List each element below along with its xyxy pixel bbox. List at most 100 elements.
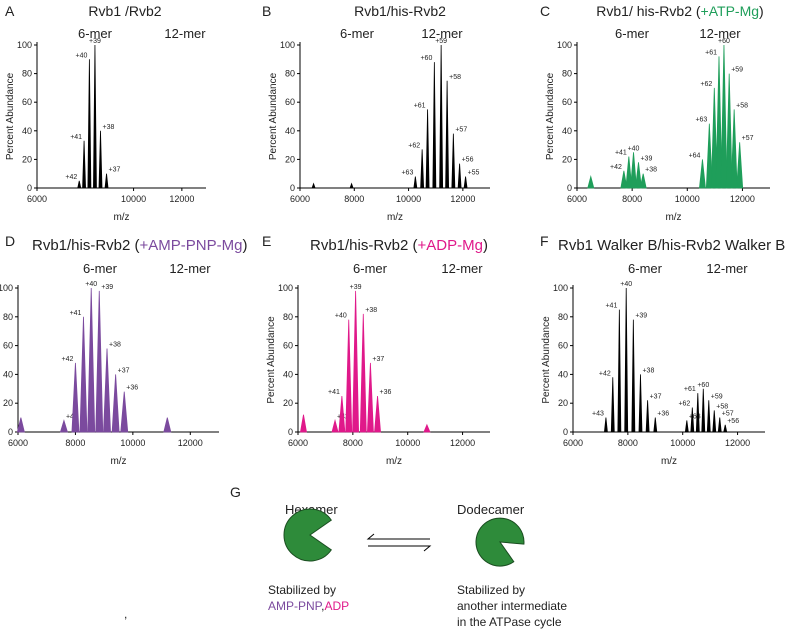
peak <box>420 149 425 189</box>
y-axis-label: Percent Abundance <box>266 316 277 404</box>
peak-label: +63 <box>695 117 707 124</box>
spectrum-panel: D Rvb1/his-Rvb2 (+AMP-PNP-Mg) 6-mer 12-mer 0… <box>0 233 247 467</box>
y-tick-label: 40 <box>562 126 572 136</box>
oligomer-label: 6-mer <box>615 26 650 41</box>
note: in the ATPase cycle <box>457 615 562 629</box>
peak <box>311 182 316 189</box>
x-tick-label: 6000 <box>563 438 583 448</box>
peak <box>620 170 628 189</box>
y-tick-label: 100 <box>17 40 32 50</box>
peak-label: +37 <box>118 367 130 374</box>
peak-label: +58 <box>736 102 748 109</box>
peak-label: +60 <box>420 55 432 62</box>
x-tick-label: 8000 <box>343 438 363 448</box>
y-tick-label: 80 <box>22 69 32 79</box>
peak <box>59 419 68 433</box>
panel-label: B <box>262 3 271 19</box>
y-tick-label: 60 <box>285 97 295 107</box>
peak-label: +42 <box>62 356 74 363</box>
title-text: Rvb1/his-Rvb2 ( <box>32 237 140 254</box>
y-tick-label: 20 <box>22 154 32 164</box>
oligomer-label: 6-mer <box>353 261 388 276</box>
x-tick-label: 6000 <box>8 438 28 448</box>
peak-label: +38 <box>645 167 657 174</box>
x-axis-label: m/z <box>386 456 402 467</box>
peak-label: +59 <box>711 393 723 400</box>
peak-label: +43 <box>66 413 78 420</box>
y-tick-label: 0 <box>288 427 293 437</box>
title-text: Rvb1/ his-Rvb2 ( <box>596 3 701 19</box>
y-tick-label: 0 <box>27 183 32 193</box>
oligomer-label: 12-mer <box>169 261 211 276</box>
peak <box>111 374 120 433</box>
peak <box>439 44 444 189</box>
peak-label: +42 <box>610 164 622 171</box>
peak <box>699 159 706 189</box>
peak-label: +36 <box>380 389 392 396</box>
peak <box>16 417 25 433</box>
spectrum-panel: E Rvb1/his-Rvb2 (+ADP-Mg) 6-mer 12-mer 0 20 40… <box>262 233 490 467</box>
peak-label: +61 <box>684 386 696 393</box>
peak-label: +61 <box>705 49 717 56</box>
note-adp: ADP <box>324 599 349 613</box>
peak-label: +39 <box>101 284 113 291</box>
title-end: ) <box>759 3 764 19</box>
y-tick-label: 40 <box>22 126 32 136</box>
oligomer-label: 6-mer <box>78 26 113 41</box>
peak-label: +40 <box>76 52 88 59</box>
dodecamer-label: Dodecamer <box>457 502 525 517</box>
peak <box>617 309 622 433</box>
panel-label: C <box>540 3 550 19</box>
peak-label: +55 <box>468 170 480 177</box>
y-tick-label: 0 <box>8 427 13 437</box>
peak <box>79 316 88 433</box>
peak <box>423 423 431 433</box>
x-tick-label: 6000 <box>288 438 308 448</box>
peak <box>71 362 80 433</box>
panel-label: E <box>262 233 271 249</box>
y-tick-label: 40 <box>283 369 293 379</box>
peak <box>736 142 744 189</box>
y-tick-label: 0 <box>563 427 568 437</box>
peak-label: +36 <box>126 385 138 392</box>
peak-label: +63 <box>689 413 701 420</box>
x-tick-label: 6000 <box>27 194 47 204</box>
peak-label: +64 <box>689 152 701 159</box>
peak <box>374 395 381 433</box>
peak-label: +60 <box>697 382 709 389</box>
peak <box>715 56 723 189</box>
peak <box>624 287 629 433</box>
forward-arrow <box>366 533 430 540</box>
peak <box>639 173 647 189</box>
x-axis-label: m/z <box>661 456 677 467</box>
x-tick-label: 10000 <box>121 194 146 204</box>
peak <box>712 410 717 433</box>
y-axis-label: Percent Abundance <box>545 72 556 160</box>
chart-title: Rvb1/his-Rvb2 <box>354 3 446 19</box>
peak-label: +57 <box>455 127 467 134</box>
peak-label: +61 <box>414 102 426 109</box>
y-tick-label: 40 <box>558 369 568 379</box>
x-tick-label: 12000 <box>178 438 203 448</box>
peak <box>366 362 374 433</box>
y-tick-label: 100 <box>557 40 572 50</box>
peak <box>587 174 595 189</box>
dodecamer-shape <box>475 517 525 567</box>
peak <box>635 162 642 189</box>
peak <box>701 388 706 433</box>
x-axis-label: m/z <box>113 212 129 223</box>
oligomer-label: 6-mer <box>83 261 118 276</box>
peak-label: +39 <box>350 284 362 291</box>
chart-title: Rvb1/ his-Rvb2 (+ATP-Mg) <box>596 3 763 19</box>
oligomer-label: 12-mer <box>164 26 206 41</box>
stray-mark: , <box>124 607 127 621</box>
peak-label: +59 <box>435 38 447 45</box>
oligomer-label: 6-mer <box>628 261 663 276</box>
peak <box>631 319 636 433</box>
y-tick-label: 80 <box>558 312 568 322</box>
spectrum-panel: B Rvb1/his-Rvb2 6-mer 12-mer 0 20 40 60 80 100 600… <box>262 3 490 223</box>
peak-label: +42 <box>599 370 611 377</box>
title-highlight: +ATP-Mg <box>701 3 759 19</box>
y-tick-label: 60 <box>3 341 13 351</box>
hexamer-shape <box>283 508 332 562</box>
